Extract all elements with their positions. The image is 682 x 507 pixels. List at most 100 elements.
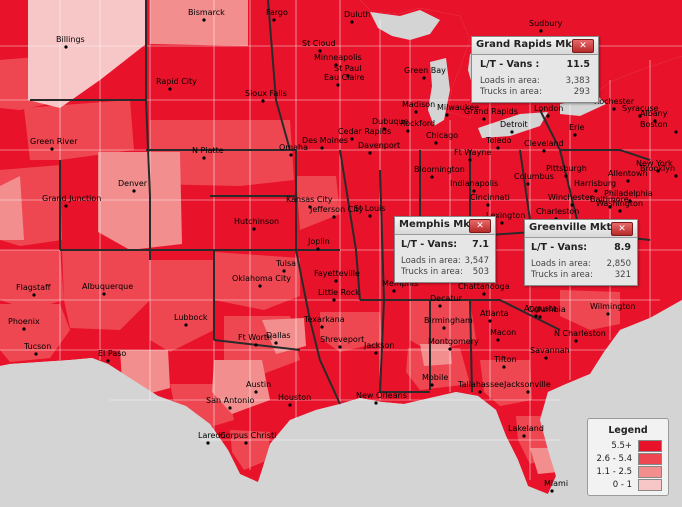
popup-body: L/T - Vans: 8.9 Loads in area: 2,850 Tru… <box>525 238 637 285</box>
city-dot <box>445 113 449 117</box>
ratio-label: L/T - Vans: <box>531 242 588 253</box>
close-button[interactable]: ✕ <box>572 39 594 53</box>
city-dot <box>338 345 342 349</box>
city-label: Savannah <box>530 346 570 355</box>
city-dot <box>574 339 578 343</box>
close-button[interactable]: ✕ <box>469 219 491 233</box>
city-dot <box>382 127 386 131</box>
city-label: Allentown <box>608 169 648 178</box>
city-dot <box>336 83 340 87</box>
gulf-of-mexico <box>240 392 528 507</box>
city-dot <box>594 189 598 193</box>
city-label: Syracuse <box>622 104 659 113</box>
city-label: Fargo <box>266 8 288 17</box>
trucks-row: Trucks in area: 293 <box>480 87 590 98</box>
city-label: San Antonio <box>206 396 254 405</box>
region-mid <box>406 348 470 390</box>
city-label: New Orleans <box>356 391 407 400</box>
loads-label: Loads in area: <box>531 259 591 269</box>
trucks-value: 293 <box>573 87 590 97</box>
city-dot <box>228 406 232 410</box>
region-mid <box>150 120 294 186</box>
city-label: Austin <box>246 380 271 389</box>
city-dot <box>374 351 378 355</box>
city-label: Laredo <box>198 431 225 440</box>
state-borders <box>30 0 651 405</box>
city-dot <box>332 298 336 302</box>
popup-title: Grand Rapids Mkt <box>476 39 577 50</box>
city-label: Jefferson City <box>309 205 364 214</box>
city-label: Macon <box>490 328 516 337</box>
lake-superior <box>370 10 440 40</box>
city-label: Green Bay <box>404 66 446 75</box>
loads-row: Loads in area: 2,850 <box>531 259 631 270</box>
city-dot <box>573 133 577 137</box>
ratio-row: L/T - Vans : 11.5 <box>480 59 590 70</box>
trucks-value: 321 <box>614 270 631 280</box>
legend-item: 0 - 1 <box>588 478 668 491</box>
city-dot <box>202 156 206 160</box>
loads-value: 3,383 <box>565 76 590 86</box>
loads-row: Loads in area: 3,383 <box>480 76 590 87</box>
city-dot <box>368 214 372 218</box>
city-dot <box>350 137 354 141</box>
city-dot <box>202 18 206 22</box>
city-dot <box>258 284 262 288</box>
ratio-label: L/T - Vans : <box>480 59 540 70</box>
city-label: Memphis <box>382 279 418 288</box>
city-dot <box>564 174 568 178</box>
trucks-row: Trucks in area: 503 <box>401 267 489 278</box>
city-label: St Louis <box>354 204 385 213</box>
city-label: Detroit <box>500 120 528 129</box>
city-label: Columbia <box>528 305 566 314</box>
loads-label: Loads in area: <box>401 256 461 266</box>
city-label: Des Moines <box>302 136 348 145</box>
city-dot <box>102 292 106 296</box>
lake-erie <box>478 112 548 138</box>
city-label: Cleveland <box>524 139 564 148</box>
city-label: Lexington <box>486 211 525 220</box>
ratio-row: L/T - Vans: 8.9 <box>531 242 631 253</box>
city-dot <box>64 45 68 49</box>
city-label: Ft Worth <box>238 333 272 342</box>
city-dot <box>430 383 434 387</box>
city-label: Corpus Christi <box>220 431 276 440</box>
city-dot <box>254 343 258 347</box>
city-label: Denver <box>118 179 148 188</box>
city-label: Ft Wayne <box>454 148 491 157</box>
ratio-value: 8.9 <box>614 242 631 253</box>
legend-label: 0 - 1 <box>612 479 632 490</box>
city-dot <box>132 189 136 193</box>
city-dot <box>468 158 472 162</box>
city-dot <box>244 441 248 445</box>
city-label: Joplin <box>307 237 330 246</box>
city-label: Decatur <box>430 294 463 303</box>
lake-michigan <box>428 58 450 126</box>
city-label: Dallas <box>266 331 291 340</box>
ratio-value: 11.5 <box>566 59 590 70</box>
region-low <box>420 344 452 366</box>
city-label: Miami <box>544 479 568 488</box>
city-dot <box>544 356 548 360</box>
region-mid <box>214 252 300 310</box>
city-dot <box>674 174 678 178</box>
city-label: Columbus <box>514 172 554 181</box>
city-dot <box>308 205 312 209</box>
city-dot <box>254 390 258 394</box>
city-dot <box>472 189 476 193</box>
city-dot <box>478 390 482 394</box>
city-dot <box>64 204 68 208</box>
loads-row: Loads in area: 3,547 <box>401 256 489 267</box>
city-dot <box>442 326 446 330</box>
loads-value: 3,547 <box>464 256 489 266</box>
market-popup-grand-rapids: Grand Rapids Mkt ✕ L/T - Vans : 11.5 Loa… <box>471 36 599 103</box>
city-dot <box>272 18 276 22</box>
city-dot <box>334 63 338 67</box>
popup-body: L/T - Vans : 11.5 Loads in area: 3,383 T… <box>472 55 598 102</box>
close-button[interactable]: ✕ <box>611 222 633 236</box>
city-label: Albany <box>640 109 668 118</box>
city-label: Shreveport <box>320 335 364 344</box>
city-dot <box>618 209 622 213</box>
city-label: Winchester <box>548 193 594 202</box>
